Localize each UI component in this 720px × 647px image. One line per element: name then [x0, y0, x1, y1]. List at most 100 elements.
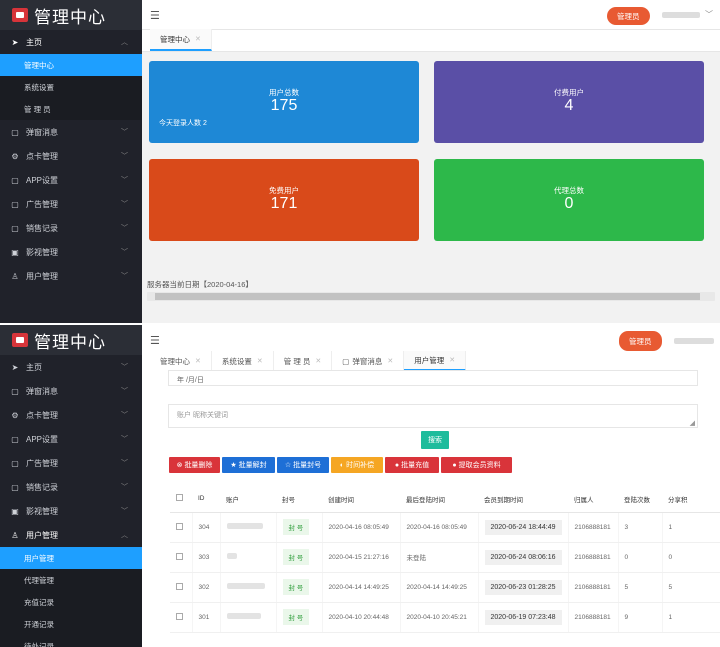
- cell-account: [220, 512, 277, 543]
- sidebar-sub-pending[interactable]: 待处记录: [0, 635, 142, 647]
- row-checkbox[interactable]: [176, 582, 183, 590]
- sidebar-item-label: 销售记录: [26, 482, 58, 492]
- sidebar-item-ads[interactable]: ▢ 广告管理 ﹀: [0, 192, 142, 216]
- free-users-card: 免费用户 171: [149, 159, 419, 241]
- bulk-unban-button[interactable]: ★ 批量解封: [222, 457, 275, 473]
- admin-badge[interactable]: 管理员: [619, 331, 662, 351]
- card-value: 4: [564, 97, 574, 114]
- sidebar-sub-open[interactable]: 开通记录: [0, 613, 142, 635]
- search-input[interactable]: 账户 昵称关键词 ◢: [168, 404, 698, 428]
- bulk-ban-button[interactable]: ☆ 批量封号: [277, 457, 329, 473]
- sidebar-item-cards[interactable]: ⚙ 点卡管理 ﹀: [0, 403, 142, 427]
- sidebar-item-cards[interactable]: ⚙ 点卡管理 ﹀: [0, 144, 142, 168]
- select-all-checkbox[interactable]: [176, 494, 183, 502]
- cell-expire: 2020-06-24 08:06:16: [478, 542, 569, 573]
- table-row[interactable]: 302 封 号 2020-04-14 14:49:25 2020-04-14 1…: [170, 572, 720, 603]
- sidebar-item-home[interactable]: ➤ 主页 ︿: [0, 30, 142, 54]
- close-icon[interactable]: ✕: [387, 358, 394, 365]
- tab-users[interactable]: 用户管理 ✕: [404, 351, 467, 371]
- expire-value[interactable]: 2020-06-24 08:06:16: [484, 549, 562, 565]
- user-icon: ♙: [11, 271, 19, 281]
- cell-last-login: 2020-04-16 08:05:49: [400, 512, 479, 543]
- scrollbar-thumb[interactable]: [155, 293, 700, 300]
- sidebar-sub-users[interactable]: 用户管理: [0, 547, 142, 569]
- admin-badge[interactable]: 管理员: [607, 7, 650, 25]
- tab-admins[interactable]: 管 理 员 ✕: [274, 351, 333, 371]
- close-icon[interactable]: ✕: [195, 358, 201, 365]
- horizontal-scrollbar[interactable]: [147, 292, 715, 301]
- resize-handle-icon[interactable]: ◢: [689, 420, 695, 427]
- sidebar-item-users[interactable]: ♙ 用户管理 ︿: [0, 523, 142, 547]
- sidebar-item-ads[interactable]: ▢ 广告管理 ﹀: [0, 451, 142, 475]
- sidebar-item-home[interactable]: ➤ 主页 ﹀: [0, 355, 142, 379]
- logo-text: 管理中心: [34, 332, 106, 353]
- table-row[interactable]: 304 封 号 2020-04-16 08:05:49 2020-04-16 0…: [170, 512, 720, 543]
- menu-toggle-icon[interactable]: ☰: [150, 335, 160, 347]
- bulk-delete-button[interactable]: ⊗ 批量删除: [169, 457, 220, 473]
- video-icon: ▣: [11, 506, 19, 516]
- card-label: 免费用户: [269, 186, 299, 195]
- tab-settings[interactable]: 系统设置 ✕: [212, 351, 274, 371]
- menu-toggle-icon[interactable]: ☰: [150, 10, 160, 22]
- chevron-up-icon: ︿: [121, 39, 128, 46]
- tab-label: 弹窗消息: [352, 356, 383, 366]
- tab-dashboard[interactable]: 管理中心 ✕: [150, 351, 212, 371]
- tab-label: 用户管理: [414, 355, 445, 365]
- cell-created: 2020-04-10 20:44:48: [322, 602, 401, 633]
- button-label: 批量解封: [238, 462, 267, 469]
- close-icon[interactable]: ✕: [315, 358, 322, 365]
- sidebar-item-app[interactable]: ▢ APP设置 ﹀: [0, 427, 142, 451]
- close-icon[interactable]: ✕: [195, 36, 201, 43]
- dot-icon: ●: [394, 461, 400, 469]
- ban-button[interactable]: 封 号: [282, 519, 310, 535]
- sidebar-item-sales[interactable]: ▢ 销售记录 ﹀: [0, 216, 142, 240]
- expire-value[interactable]: 2020-06-19 07:23:48: [484, 609, 562, 625]
- cell-ban: 封 号: [276, 512, 323, 543]
- ban-button[interactable]: 封 号: [282, 579, 310, 595]
- close-icon[interactable]: ✕: [449, 357, 456, 364]
- button-label: 提取会员资料: [458, 462, 501, 469]
- username-redacted[interactable]: [674, 338, 714, 344]
- sidebar-sub-settings[interactable]: 系统设置: [0, 76, 142, 98]
- sidebar-sub-dashboard[interactable]: 管理中心: [0, 54, 142, 76]
- sidebar-item-video[interactable]: ▣ 影视管理 ﹀: [0, 240, 142, 264]
- row-checkbox[interactable]: [176, 522, 183, 530]
- sidebar-sub-recharge[interactable]: 充值记录: [0, 591, 142, 613]
- tab-popup[interactable]: ▢ 弹窗消息 ✕: [332, 351, 405, 371]
- sidebar-sub-admins[interactable]: 管 理 员: [0, 98, 142, 120]
- sidebar-item-popup[interactable]: ▢ 弹窗消息 ﹀: [0, 120, 142, 144]
- chevron-down-icon: ﹀: [121, 225, 128, 232]
- chevron-down-icon: ﹀: [121, 177, 128, 184]
- cell-id: 303: [192, 542, 221, 573]
- ban-button[interactable]: 封 号: [282, 609, 310, 625]
- paid-users-card: 付费用户 4: [434, 61, 704, 143]
- table-row[interactable]: 301 封 号 2020-04-10 20:44:48 2020-04-10 2…: [170, 602, 720, 633]
- bulk-recharge-button[interactable]: ● 批量充值: [385, 457, 439, 473]
- redacted-account: [226, 613, 261, 619]
- sidebar-item-label: 点卡管理: [26, 151, 58, 161]
- cell-ban: 封 号: [276, 542, 323, 573]
- export-members-button[interactable]: ● 提取会员资料: [441, 457, 512, 473]
- row-checkbox[interactable]: [176, 612, 183, 620]
- cell-share: 1: [662, 602, 720, 633]
- sidebar-item-app[interactable]: ▢ APP设置 ﹀: [0, 168, 142, 192]
- time-compensation-button[interactable]: ◐ 时间补偿: [331, 457, 383, 473]
- chevron-down-icon[interactable]: ﹀: [705, 10, 713, 19]
- sidebar-item-video[interactable]: ▣ 影视管理 ﹀: [0, 499, 142, 523]
- search-button[interactable]: 搜索: [421, 431, 449, 449]
- expire-value[interactable]: 2020-06-23 01:28:25: [484, 579, 562, 595]
- date-input[interactable]: 年 /月/日: [168, 370, 698, 386]
- sidebar-item-sales[interactable]: ▢ 销售记录 ﹀: [0, 475, 142, 499]
- clock-icon: ◐: [339, 461, 345, 469]
- tab-dashboard[interactable]: 管理中心 ✕: [150, 29, 212, 51]
- sidebar-item-users[interactable]: ♙ 用户管理 ﹀: [0, 264, 142, 288]
- square-icon: ▢: [11, 434, 19, 444]
- username-redacted[interactable]: [662, 12, 700, 18]
- sidebar-item-popup[interactable]: ▢ 弹窗消息 ﹀: [0, 379, 142, 403]
- expire-value[interactable]: 2020-06-24 18:44:49: [484, 519, 562, 535]
- sidebar-sub-agents[interactable]: 代理管理: [0, 569, 142, 591]
- table-row[interactable]: 303 封 号 2020-04-15 21:27:16 未登陆 2020-06-…: [170, 542, 720, 573]
- row-checkbox[interactable]: [176, 552, 183, 560]
- close-icon[interactable]: ✕: [256, 358, 263, 365]
- ban-button[interactable]: 封 号: [282, 549, 310, 565]
